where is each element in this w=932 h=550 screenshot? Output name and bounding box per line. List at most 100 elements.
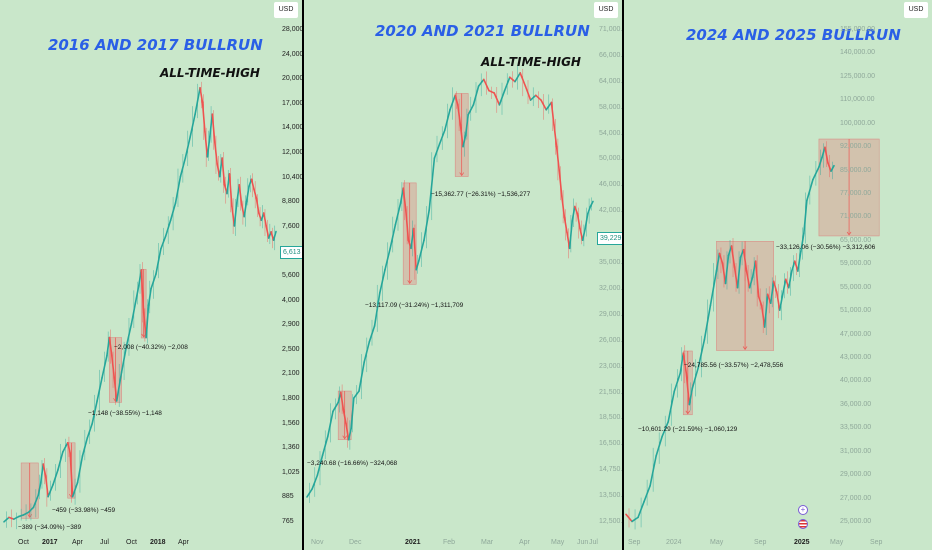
y-tick-label: 47,000.00 (840, 330, 872, 338)
drawdown-label: −15,362.77 (−26.31%) −1,536,277 (431, 191, 531, 198)
y-tick-label: 85,000.00 (840, 166, 872, 174)
y-tick-label: 35,000.00 (599, 259, 631, 267)
y-tick-label: 12,500.00 (599, 518, 631, 525)
chart-panel-1: −389 (−34.09%) −389 −459 (−33.98%) −459 −1… (0, 0, 304, 550)
x-tick-label: 2018 (150, 539, 166, 546)
y-tick-label: 32,000.00 (599, 284, 631, 292)
y-tick-label: 36,000.00 (840, 400, 872, 408)
drawdown-label: −2,008 (−40.32%) −2,008 (114, 344, 188, 351)
y-tick-label: 71,000.00 (840, 213, 872, 221)
y-tick-label: 17,000 (282, 99, 304, 107)
x-tick-label: 2017 (42, 539, 58, 546)
drawdown-arrow-head (685, 410, 691, 415)
drawdown-label: −3,240.68 (−16.66%) −324,068 (307, 460, 398, 467)
y-tick-label: 54,000.00 (599, 129, 631, 137)
y-tick-label: 10,400 (282, 173, 304, 181)
y-tick-label: 4,000 (282, 296, 300, 304)
drawdown-arrow-head (407, 280, 412, 284)
y-tick-label: 65,000.00 (840, 236, 872, 244)
plot-area (625, 138, 880, 530)
y-tick-label: 110,000.00 (840, 96, 875, 104)
x-tick-label: Feb (443, 539, 456, 546)
y-tick-label: 26,000.00 (599, 336, 631, 344)
drawdown-arrow-head (742, 346, 748, 351)
y-tick-label: 23,000.00 (599, 362, 631, 370)
drawdown-label: −33,126.06 (−30.56%) −3,312,606 (776, 244, 876, 251)
y-tick-label: 16,500.00 (599, 440, 631, 448)
y-tick-label: 885 (282, 493, 294, 501)
drawdown-arrow-head (846, 231, 852, 236)
x-tick-label: 2021 (405, 539, 421, 546)
panel-divider (622, 0, 624, 550)
y-tick-label: 46,000.00 (599, 181, 631, 189)
y-tick-label: 33,500.00 (840, 424, 872, 432)
panel-title: 2016 AND 2017 BULLRUN (48, 36, 263, 54)
x-tick-label: Sep (754, 539, 767, 546)
all-time-high-label: ALL-TIME-HIGH (160, 66, 260, 80)
y-tick-label: 18,500.00 (599, 414, 631, 422)
y-tick-label: 2,900 (282, 321, 300, 329)
x-tick-label: Mar (481, 539, 494, 546)
y-tick-label: 50,000.00 (599, 155, 631, 163)
y-tick-label: 1,025 (282, 468, 300, 476)
x-tick-label: Dec (349, 539, 362, 546)
y-tick-label: 1,800 (282, 395, 300, 402)
last-price-tag: 6,613 (280, 246, 304, 260)
y-tick-label: 92,000.00 (840, 143, 872, 151)
x-tick-label: May (710, 539, 724, 546)
y-tick-label: 2,500 (282, 345, 300, 353)
y-tick-label: 28,000 (282, 26, 304, 33)
drawdown-label: −459 (−33.98%) −459 (52, 507, 116, 514)
chart-panel-2: −3,240.68 (−16.66%) −324,068 −13,117.09 (… (305, 0, 635, 550)
y-tick-label: 5,600 (282, 272, 300, 279)
y-tick-label: 12,000 (282, 149, 304, 156)
chart-panel-3: −10,601.29 (−21.59%) −1,060,129 −24,785.5… (624, 0, 932, 550)
x-tick-label: Jul (100, 539, 109, 546)
y-tick-label: 59,000.00 (840, 260, 872, 268)
x-tick-label: Jun (577, 539, 589, 546)
y-tick-label: 14,000 (282, 124, 304, 132)
x-tick-label: Apr (178, 539, 189, 546)
y-tick-label: 66,000.00 (599, 51, 631, 59)
x-tick-label: 2025 (794, 539, 810, 546)
y-tick-label: 155,000.00 (840, 26, 876, 33)
x-tick-label: Oct (126, 539, 137, 546)
plus-circle-icon[interactable]: + (798, 505, 808, 515)
currency-badge[interactable]: USD (274, 2, 298, 18)
y-tick-label: 64,000.00 (599, 77, 631, 85)
y-tick-label: 140,000.00 (840, 49, 876, 57)
currency-badge[interactable]: USD (594, 2, 618, 18)
y-tick-label: 55,000.00 (840, 283, 872, 291)
drawdown-arrow-head (459, 172, 464, 177)
y-tick-label: 2,100 (282, 370, 300, 378)
y-tick-label: 100,000.00 (840, 119, 876, 127)
y-tick-label: 125,000.00 (840, 72, 876, 80)
y-tick-label: 14,750.00 (599, 466, 631, 474)
plot-area (306, 64, 594, 503)
x-tick-label: Sep (870, 539, 883, 546)
x-tick-label: Apr (72, 539, 83, 546)
y-tick-label: 8,800 (282, 198, 300, 206)
drawdown-label: −13,117.09 (−31.24%) −1,311,709 (365, 302, 464, 309)
drawdown-arrow-head (342, 435, 347, 440)
x-tick-label: Oct (18, 539, 29, 546)
y-tick-label: 7,600 (282, 222, 300, 230)
y-tick-label: 765 (282, 518, 294, 525)
y-tick-label: 43,000.00 (840, 354, 872, 361)
x-tick-label: Apr (519, 539, 530, 546)
y-tick-label: 20,000 (282, 75, 304, 83)
us-flag-icon[interactable] (798, 519, 808, 529)
y-tick-label: 42,000.00 (599, 207, 631, 215)
y-tick-label: 51,000.00 (840, 307, 872, 315)
currency-badge[interactable]: USD (904, 2, 928, 18)
panel-title: 2020 AND 2021 BULLRUN (375, 22, 590, 40)
y-tick-label: 40,000.00 (840, 377, 872, 385)
y-tick-label: 58,000.00 (599, 103, 631, 111)
drawdown-label: −24,785.56 (−33.57%) −2,478,556 (684, 362, 784, 369)
drawdown-label: −10,601.29 (−21.59%) −1,060,129 (638, 426, 738, 433)
panel-title: 2024 AND 2025 BULLRUN (686, 26, 901, 44)
x-tick-label: Jul (589, 539, 598, 546)
y-tick-label: 29,000.00 (840, 471, 872, 479)
y-tick-label: 21,500.00 (599, 388, 631, 396)
x-tick-label: Nov (311, 539, 324, 546)
